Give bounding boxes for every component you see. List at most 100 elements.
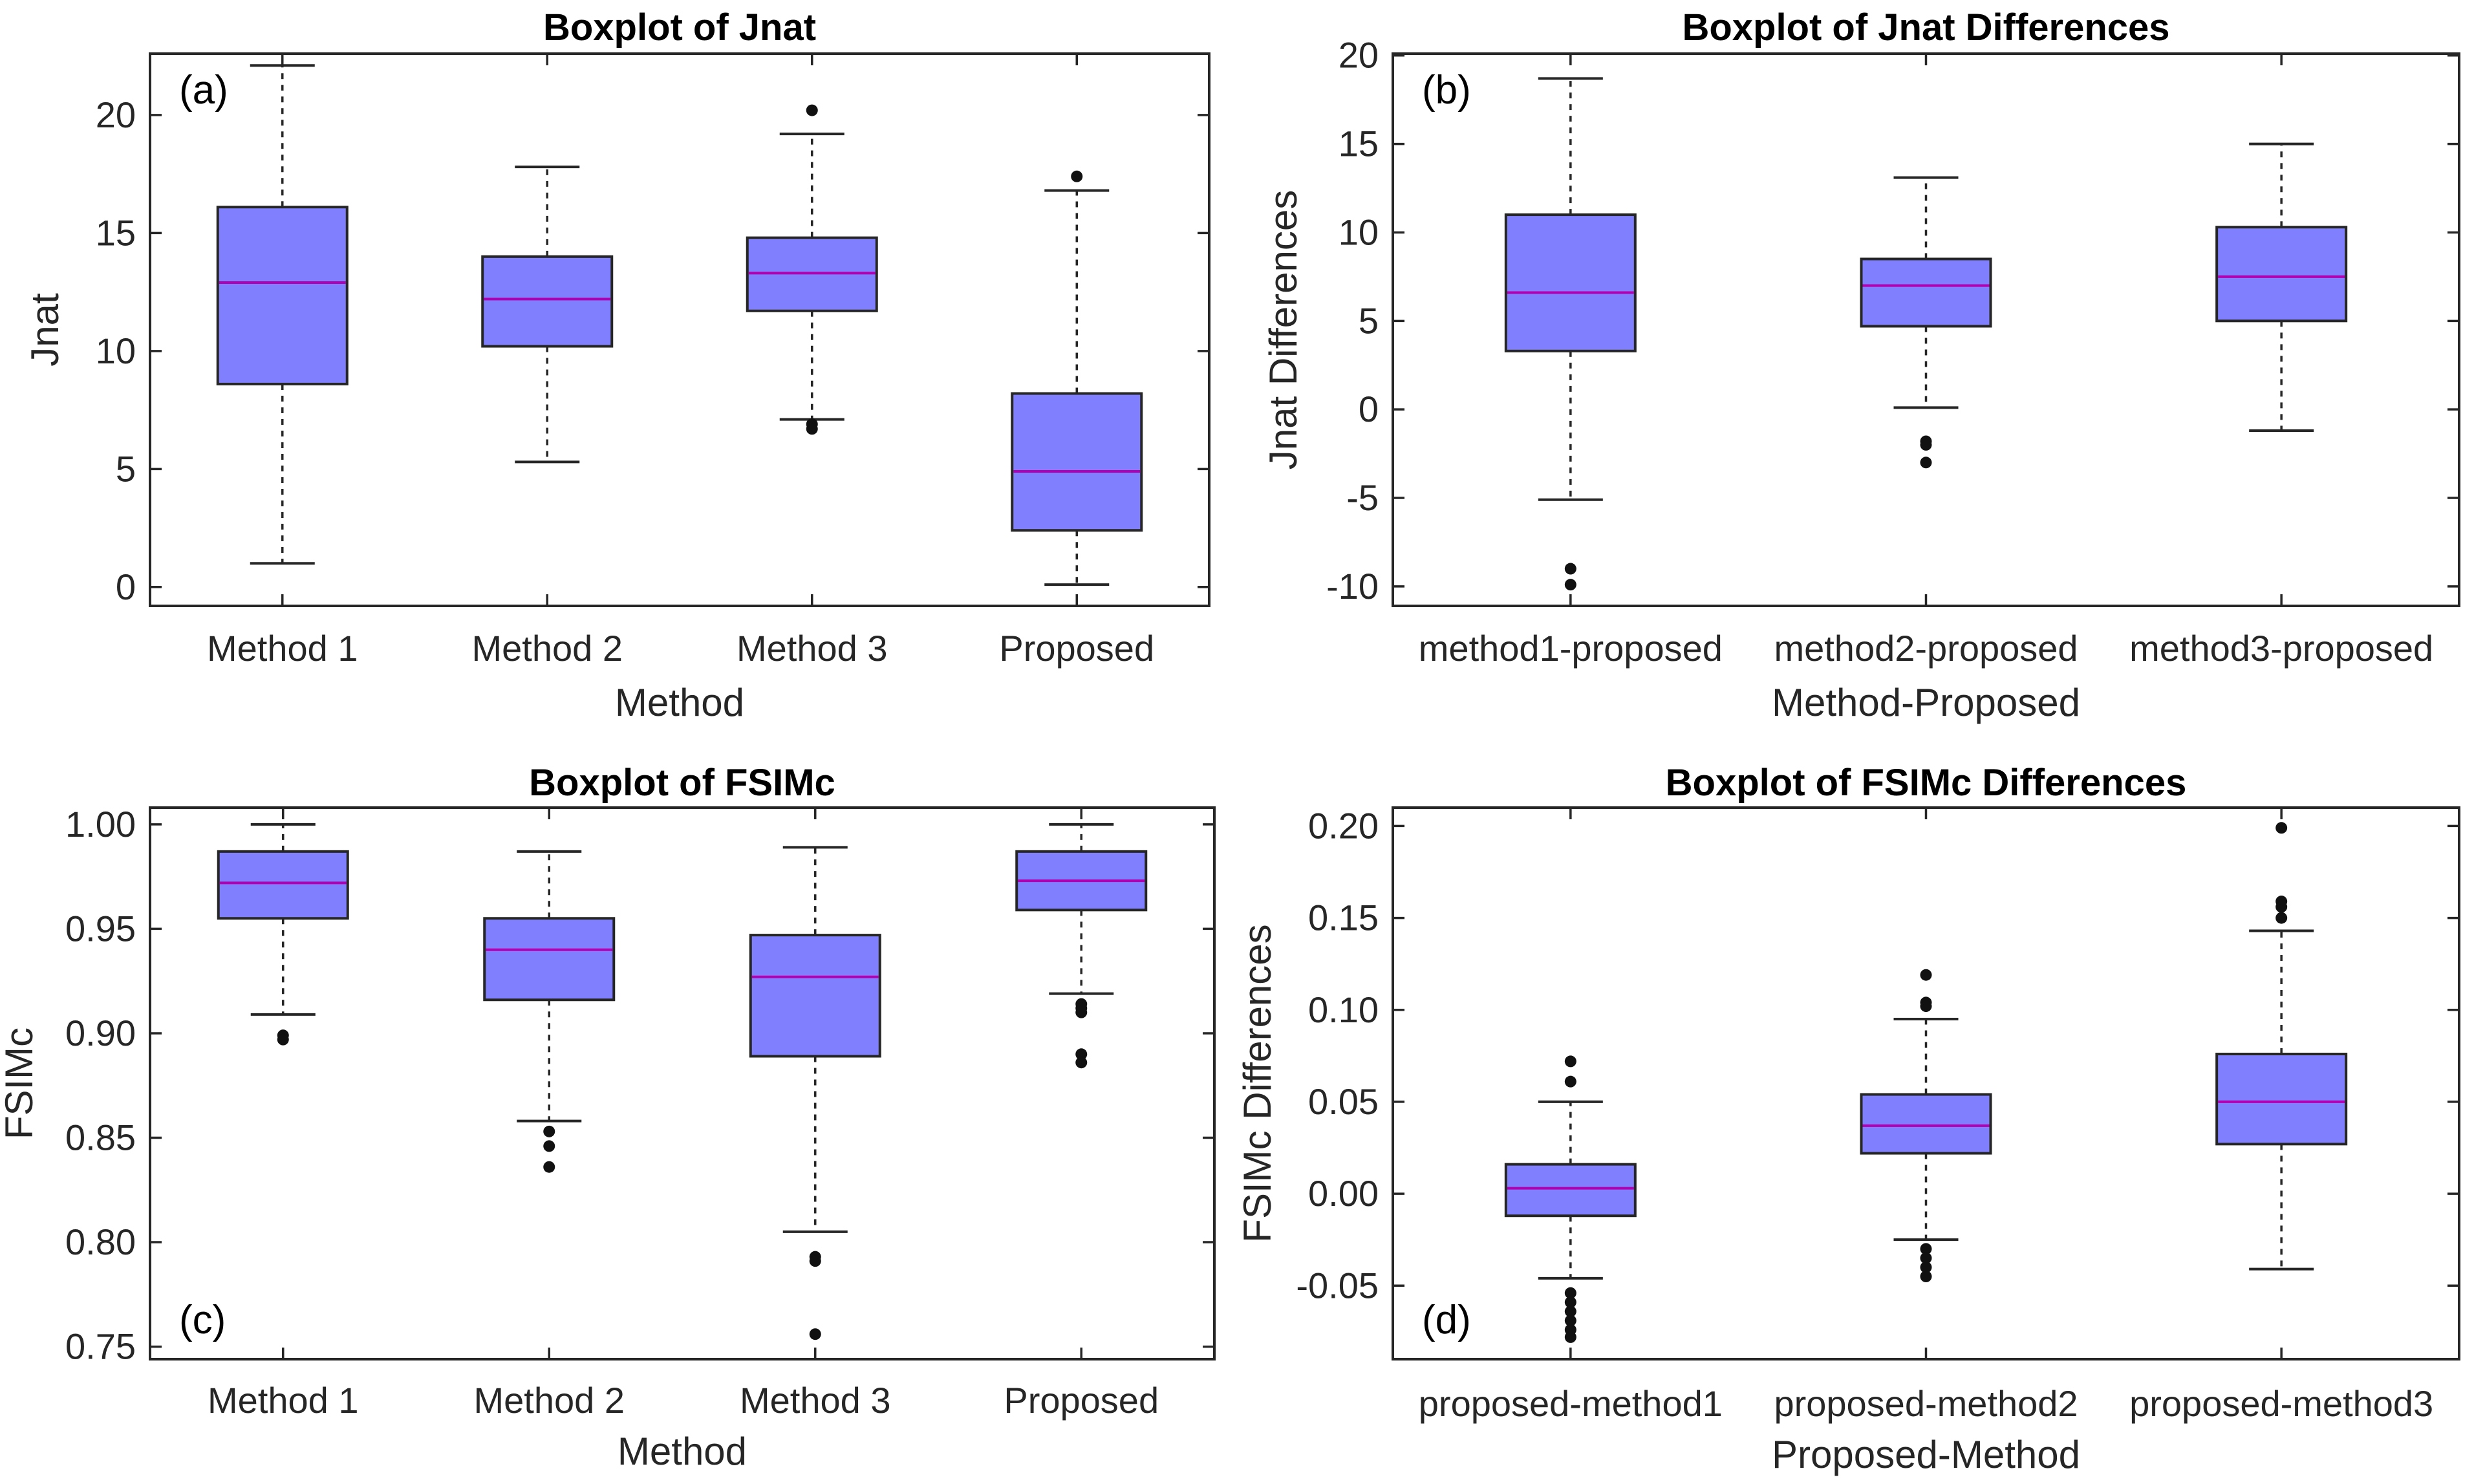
x-tick-label: Method 1 — [208, 1380, 359, 1421]
chart-title: Boxplot of Jnat Differences — [1682, 6, 2169, 48]
box-proposed-method3 — [2215, 822, 2348, 1271]
iqr-box — [1011, 392, 1143, 532]
iqr-box — [749, 934, 881, 1058]
outlier-point — [1564, 1331, 1576, 1343]
panel-tag: (d) — [1422, 1298, 1471, 1342]
chart-panel-4: Boxplot of FSIMc Differences -0.05 0.00 0.0… — [1236, 762, 2460, 1476]
y-tick-label: 0.00 — [1308, 1173, 1379, 1214]
y-tick-label: 0.90 — [65, 1013, 136, 1053]
outlier-point — [1920, 1000, 1932, 1013]
iqr-box — [2215, 1053, 2348, 1146]
x-tick-label: Method 2 — [472, 628, 623, 669]
outlier-point — [543, 1125, 555, 1137]
y-tick-label: 0.75 — [65, 1326, 136, 1367]
box-proposed-method1 — [1504, 1055, 1637, 1343]
outlier-point — [1920, 1261, 1932, 1273]
box-method-2 — [481, 166, 614, 464]
x-axis-label: Method-Proposed — [1772, 681, 2080, 724]
y-tick-label: 20 — [1339, 35, 1379, 76]
plot-frame — [149, 806, 1216, 1360]
box-method2-proposed — [1860, 176, 1992, 469]
x-tick-label: Method 2 — [474, 1380, 625, 1421]
outlier-point — [1920, 1252, 1932, 1264]
outlier-point — [1564, 1296, 1576, 1308]
box-proposed-method2 — [1860, 969, 1992, 1283]
outlier-point — [1920, 457, 1932, 469]
x-axis-label: Method — [618, 1430, 747, 1473]
outlier-point — [809, 1255, 821, 1267]
x-axis-label: Method — [615, 681, 744, 724]
box-method-3 — [746, 104, 878, 435]
iqr-box — [216, 206, 349, 385]
outlier-point — [806, 423, 818, 435]
outlier-point — [1075, 1006, 1088, 1018]
outlier-point — [1564, 1287, 1576, 1299]
chart-panel-2: Boxplot of Jnat Differences -10 -5 0 5 10 15 20… — [1262, 6, 2460, 724]
outlier-point — [1071, 170, 1083, 182]
y-tick-label: 10 — [96, 330, 136, 371]
y-tick-label: 15 — [1339, 124, 1379, 164]
outlier-point — [1564, 1306, 1576, 1318]
outlier-point — [277, 1033, 289, 1046]
iqr-box — [1860, 1093, 1992, 1155]
y-tick-label: 15 — [96, 212, 136, 253]
x-axis-label: Proposed-Method — [1772, 1433, 2080, 1476]
outlier-point — [1564, 1055, 1576, 1068]
y-axis-label: Jnat Differences — [1262, 190, 1305, 469]
y-tick-label: -5 — [1346, 477, 1379, 518]
y-tick-label: 0.95 — [65, 908, 136, 949]
box-method-1 — [216, 64, 349, 565]
box-method-2 — [483, 850, 616, 1173]
outlier-point — [1920, 1271, 1932, 1283]
y-tick-label: 20 — [96, 94, 136, 135]
x-tick-label: proposed-method1 — [1419, 1383, 1723, 1424]
outlier-point — [543, 1161, 555, 1173]
iqr-box — [481, 255, 614, 348]
panel-tag: (b) — [1422, 68, 1471, 113]
chart-title: Boxplot of FSIMc — [529, 762, 835, 804]
plot-frame — [149, 52, 1210, 607]
box-proposed — [1011, 170, 1143, 586]
iqr-box — [1504, 1163, 1637, 1218]
x-tick-label: Method 3 — [740, 1380, 891, 1421]
outlier-point — [1564, 1315, 1576, 1327]
chart-panel-3: Boxplot of FSIMc 0.75 0.80 0.85 0.90 0.95 1.00… — [0, 762, 1216, 1473]
y-tick-label: -10 — [1326, 566, 1379, 607]
outlier-point — [2275, 822, 2288, 834]
chart-title: Boxplot of Jnat — [543, 6, 816, 48]
outlier-point — [2275, 912, 2288, 924]
box-method1-proposed — [1504, 77, 1637, 591]
box-method-1 — [217, 823, 349, 1046]
y-tick-label: 0.10 — [1308, 989, 1379, 1030]
outlier-point — [806, 104, 818, 116]
y-tick-label: 1.00 — [65, 804, 136, 844]
y-tick-label: 10 — [1339, 211, 1379, 252]
outlier-point — [1075, 1048, 1088, 1060]
iqr-box — [1504, 213, 1637, 352]
y-tick-label: 0.85 — [65, 1117, 136, 1158]
x-tick-label: method1-proposed — [1419, 628, 1723, 669]
x-tick-label: Method 3 — [737, 628, 888, 669]
x-tick-label: proposed-method2 — [1774, 1383, 2078, 1424]
x-tick-label: Proposed — [1004, 1380, 1159, 1421]
outlier-point — [1564, 563, 1576, 575]
box-method-3 — [749, 846, 881, 1340]
x-tick-label: Method 1 — [207, 628, 358, 669]
y-axis-label: FSIMc — [0, 1027, 41, 1139]
y-tick-label: 0.15 — [1308, 898, 1379, 938]
y-tick-label: 0.20 — [1308, 805, 1379, 846]
y-tick-label: 5 — [1359, 300, 1379, 341]
x-tick-label: method3-proposed — [2129, 628, 2433, 669]
outlier-point — [1564, 1075, 1576, 1088]
x-tick-label: Proposed — [999, 628, 1154, 669]
x-tick-label: proposed-method3 — [2129, 1383, 2433, 1424]
iqr-box — [1860, 257, 1992, 328]
iqr-box — [483, 917, 616, 1002]
outlier-point — [1920, 1243, 1932, 1255]
panel-tag: (a) — [179, 68, 228, 113]
y-tick-label: 0 — [1359, 389, 1379, 429]
iqr-box — [217, 850, 349, 920]
y-axis-label: Jnat — [23, 293, 67, 367]
outlier-point — [1920, 969, 1932, 981]
